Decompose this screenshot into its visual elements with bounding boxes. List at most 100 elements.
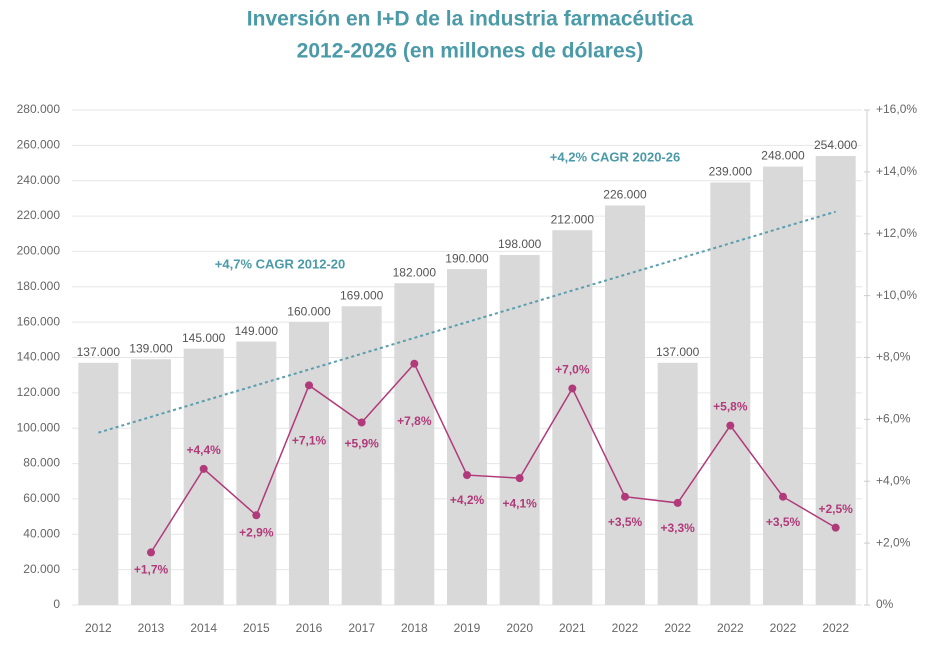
growth-point: [463, 471, 471, 480]
x-tick-label: 2022: [717, 621, 744, 635]
x-tick-label: 2021: [559, 621, 586, 635]
y-tick-label: 260.000: [17, 138, 61, 152]
y-tick-label: 80.000: [23, 456, 60, 470]
growth-point: [252, 511, 261, 520]
y2-tick-label: +14,0%: [876, 164, 917, 178]
bar-label: 190.000: [445, 251, 489, 265]
growth-label: +3,3%: [660, 521, 695, 535]
y2-tick-label: +10,0%: [876, 288, 917, 302]
bar-label: 145.000: [182, 331, 226, 345]
y2-tick-label: 0%: [876, 597, 894, 611]
chart-subtitle: 2012-2026 (en millones de dólares): [297, 40, 644, 63]
x-tick-label: 2022: [664, 621, 691, 635]
y-tick-label: 100.000: [17, 420, 61, 434]
bar-label: 182.000: [393, 265, 437, 279]
x-tick-label: 2012: [85, 621, 112, 635]
bar-label: 160.000: [287, 304, 331, 318]
x-tick-label: 2022: [822, 621, 849, 635]
y-tick-label: 220.000: [17, 208, 61, 222]
x-tick-label: 2013: [138, 621, 165, 635]
y2-tick-label: +2,0%: [876, 535, 911, 549]
bar: [289, 322, 329, 605]
growth-line: [150, 362, 837, 553]
bar: [131, 359, 171, 605]
growth-label: +4,2%: [450, 493, 485, 507]
growth-label: +2,9%: [239, 525, 274, 539]
bar-label: 254.000: [814, 138, 858, 152]
x-tick-label: 2018: [401, 621, 428, 635]
growth-point: [831, 523, 840, 532]
bar: [552, 230, 593, 605]
y2-tick-label: +8,0%: [876, 350, 911, 364]
y-tick-label: 180.000: [17, 279, 61, 293]
bar-label: 149.000: [235, 324, 279, 338]
growth-label: +5,9%: [344, 437, 379, 451]
y-tick-label: 0: [53, 597, 60, 611]
y-tick-label: 40.000: [23, 526, 60, 540]
y-tick-label: 120.000: [17, 385, 61, 399]
growth-label: +3,5%: [608, 515, 643, 529]
y-tick-label: 280.000: [17, 102, 61, 116]
bar: [710, 182, 751, 605]
chart-title: Inversión en I+D de la industria farmacé…: [247, 8, 694, 31]
growth-point: [305, 381, 313, 390]
bar: [236, 341, 277, 605]
bar: [394, 283, 435, 605]
y-tick-label: 20.000: [23, 562, 60, 576]
bar: [341, 306, 382, 605]
growth-point: [779, 492, 787, 501]
growth-label: +2,5%: [818, 502, 853, 516]
growth-label: +7,0%: [555, 363, 590, 377]
growth-label: +3,5%: [766, 515, 801, 529]
y-tick-label: 240.000: [17, 173, 61, 187]
trend-line: [98, 210, 836, 434]
y2-tick-label: +4,0%: [876, 473, 911, 487]
growth-point: [199, 464, 208, 473]
bar: [183, 348, 224, 605]
bar-label: 248.000: [761, 149, 805, 163]
growth-label: +4,1%: [502, 496, 537, 510]
growth-label: +5,8%: [713, 400, 748, 414]
bar-label: 137.000: [656, 345, 700, 359]
growth-label: +7,1%: [292, 434, 327, 448]
bar: [657, 362, 698, 605]
growth-point: [357, 418, 366, 427]
x-tick-label: 2014: [190, 621, 217, 635]
bar: [815, 155, 856, 605]
bar: [447, 269, 487, 605]
bar-label: 139.000: [129, 341, 173, 355]
bar-label: 239.000: [709, 165, 753, 179]
y-tick-label: 160.000: [17, 314, 61, 328]
bar-label: 212.000: [551, 212, 595, 226]
annotation: +4,2% CAGR 2020-26: [550, 149, 680, 164]
growth-point: [515, 474, 524, 483]
x-tick-label: 2017: [348, 621, 375, 635]
x-tick-label: 2016: [296, 621, 323, 635]
growth-point: [147, 548, 155, 557]
y2-tick-label: +12,0%: [876, 226, 917, 240]
x-tick-label: 2019: [454, 621, 481, 635]
growth-point: [673, 498, 682, 507]
x-tick-label: 2022: [612, 621, 639, 635]
annotation: +4,7% CAGR 2012-20: [215, 256, 345, 271]
bar: [605, 205, 645, 605]
bar-label: 169.000: [340, 288, 384, 302]
bar: [499, 254, 540, 605]
y2-tick-label: +6,0%: [876, 412, 911, 426]
x-tick-label: 2015: [243, 621, 270, 635]
bar: [763, 166, 803, 606]
bar-label: 137.000: [77, 345, 121, 359]
growth-label: +1,7%: [134, 563, 169, 577]
growth-point: [621, 492, 629, 501]
growth-label: +7,8%: [397, 414, 432, 428]
y-tick-label: 140.000: [17, 350, 61, 364]
growth-point: [726, 421, 735, 430]
growth-point: [410, 359, 419, 368]
y-tick-label: 200.000: [17, 244, 61, 258]
y2-tick-label: +16,0%: [876, 102, 917, 116]
x-tick-label: 2022: [770, 621, 797, 635]
x-tick-label: 2020: [506, 621, 533, 635]
growth-label: +4,4%: [186, 443, 221, 457]
bar-label: 226.000: [603, 188, 647, 202]
